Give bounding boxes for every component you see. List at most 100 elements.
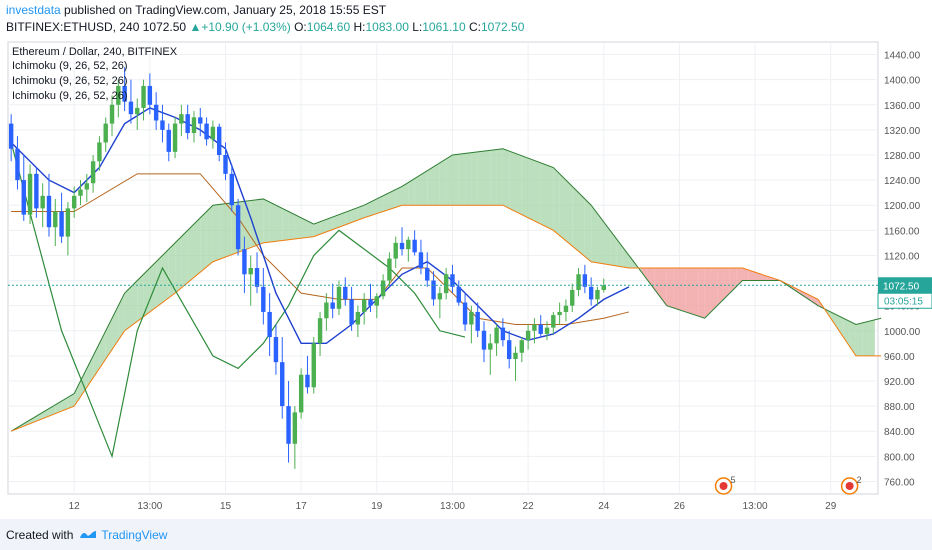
candle-body (525, 330, 531, 341)
cloud-segment (439, 158, 447, 206)
candle-body (254, 268, 260, 287)
senkou-span-b-line (10, 204, 882, 432)
candles (8, 67, 606, 469)
x-tick-label: 15 (220, 501, 232, 512)
countdown-tag (877, 292, 932, 309)
event-count: 2 (857, 475, 862, 485)
event-flag-dot (719, 482, 728, 490)
author-link[interactable]: investdata (6, 3, 61, 17)
high-value: 1083.00 (365, 20, 409, 34)
candle-body (172, 123, 178, 152)
cloud-segment (553, 167, 560, 236)
candle-body (153, 104, 159, 121)
candle-body (223, 155, 228, 174)
cloud-segment (559, 173, 566, 241)
cloud-segment (332, 214, 339, 230)
cloud-segment (294, 214, 302, 239)
cloud-segment (862, 321, 869, 356)
candle-body (305, 374, 310, 388)
cloud-segment (30, 416, 37, 424)
candle-body (122, 85, 127, 102)
cloud-segment (622, 247, 629, 268)
candle-body (538, 324, 543, 334)
candle-body (330, 302, 335, 309)
publish-info: investdata published on TradingView.com,… (6, 3, 386, 17)
candle-body (317, 318, 323, 344)
high-label: H: (353, 20, 366, 34)
x-tick-label: 24 (598, 501, 610, 512)
candle-body (204, 123, 209, 140)
candle-body (267, 311, 272, 338)
created-with-text: Created with (6, 528, 74, 542)
cloud-segment (282, 208, 289, 241)
candle-body (128, 101, 134, 115)
last-price-label: 1072.50 (883, 281, 920, 292)
candle-body (544, 327, 550, 334)
cloud-segment (685, 268, 693, 315)
y-tick-label: 840.00 (884, 427, 915, 438)
symbol-label: BITFINEX:ETHUSD, 240 (6, 20, 140, 34)
candle-body (437, 293, 443, 300)
cloud-segment (80, 368, 87, 397)
cloud-segment (855, 322, 863, 356)
cloud-segment (389, 189, 396, 210)
candle-body (78, 189, 83, 196)
cloud-segment (837, 315, 844, 338)
candle-body (280, 362, 285, 407)
candle-body (273, 337, 279, 363)
open-value: 1064.60 (306, 20, 351, 34)
x-tick-label: 19 (371, 501, 383, 512)
y-tick-label: 1000.00 (884, 327, 921, 338)
cloud-segment (427, 166, 434, 206)
candle-body (34, 173, 39, 209)
candle-body (595, 289, 600, 300)
candle-body (532, 324, 537, 331)
quote-line: BITFINEX:ETHUSD, 240 1072.50 ▲+10.90 (+1… (6, 20, 524, 34)
cloud-segment (698, 268, 705, 319)
cloud-segment (250, 199, 258, 248)
candle-body (46, 195, 52, 228)
candle-body (286, 406, 291, 444)
cloud-segment (187, 224, 194, 283)
cloud-segment (490, 149, 497, 206)
cloud-segment (370, 198, 377, 216)
cloud-segment (710, 268, 718, 312)
grid (7, 41, 879, 495)
cloud-segment (408, 178, 415, 206)
senkou-span-a-line (10, 148, 882, 432)
y-tick-label: 1320.00 (884, 126, 921, 137)
x-tick-label: 13:00 (137, 501, 162, 512)
candle-body (248, 268, 253, 275)
y-tick-label: 800.00 (884, 452, 915, 463)
cloud-segment (118, 293, 125, 341)
candle-body (198, 117, 203, 124)
cloud-segment (483, 150, 491, 206)
candle-body (324, 302, 329, 319)
candle-body (393, 242, 398, 259)
cloud-segment (458, 153, 466, 206)
plot-frame (7, 41, 879, 495)
cloud-segment (799, 289, 806, 298)
candle-body (481, 330, 487, 350)
x-tick-label: 13:00 (440, 501, 465, 512)
candle-body (97, 142, 102, 162)
candle-body (494, 327, 499, 344)
cloud-segment (263, 198, 270, 243)
candle-body (71, 195, 77, 209)
cloud-segment (156, 255, 163, 308)
candle-body (40, 195, 45, 209)
tradingview-brand[interactable]: TradingView (101, 528, 168, 542)
candle-body (191, 117, 197, 134)
cloud-segment (269, 202, 276, 243)
cloud-segment (666, 268, 674, 308)
candle-body (368, 299, 373, 306)
cloud-segment (175, 236, 182, 294)
cloud-segment (307, 220, 314, 238)
publish-header: investdata published on TradingView.com,… (0, 0, 932, 40)
price-chart[interactable]: 760.00 800.00 840.00 880.00 920.00 960.00 1000… (0, 0, 932, 519)
y-tick-label: 1160.00 (884, 226, 920, 237)
candle-body (261, 286, 266, 312)
cloud-segment (206, 205, 213, 267)
candle-body (519, 340, 525, 353)
event-count: 5 (731, 475, 736, 485)
